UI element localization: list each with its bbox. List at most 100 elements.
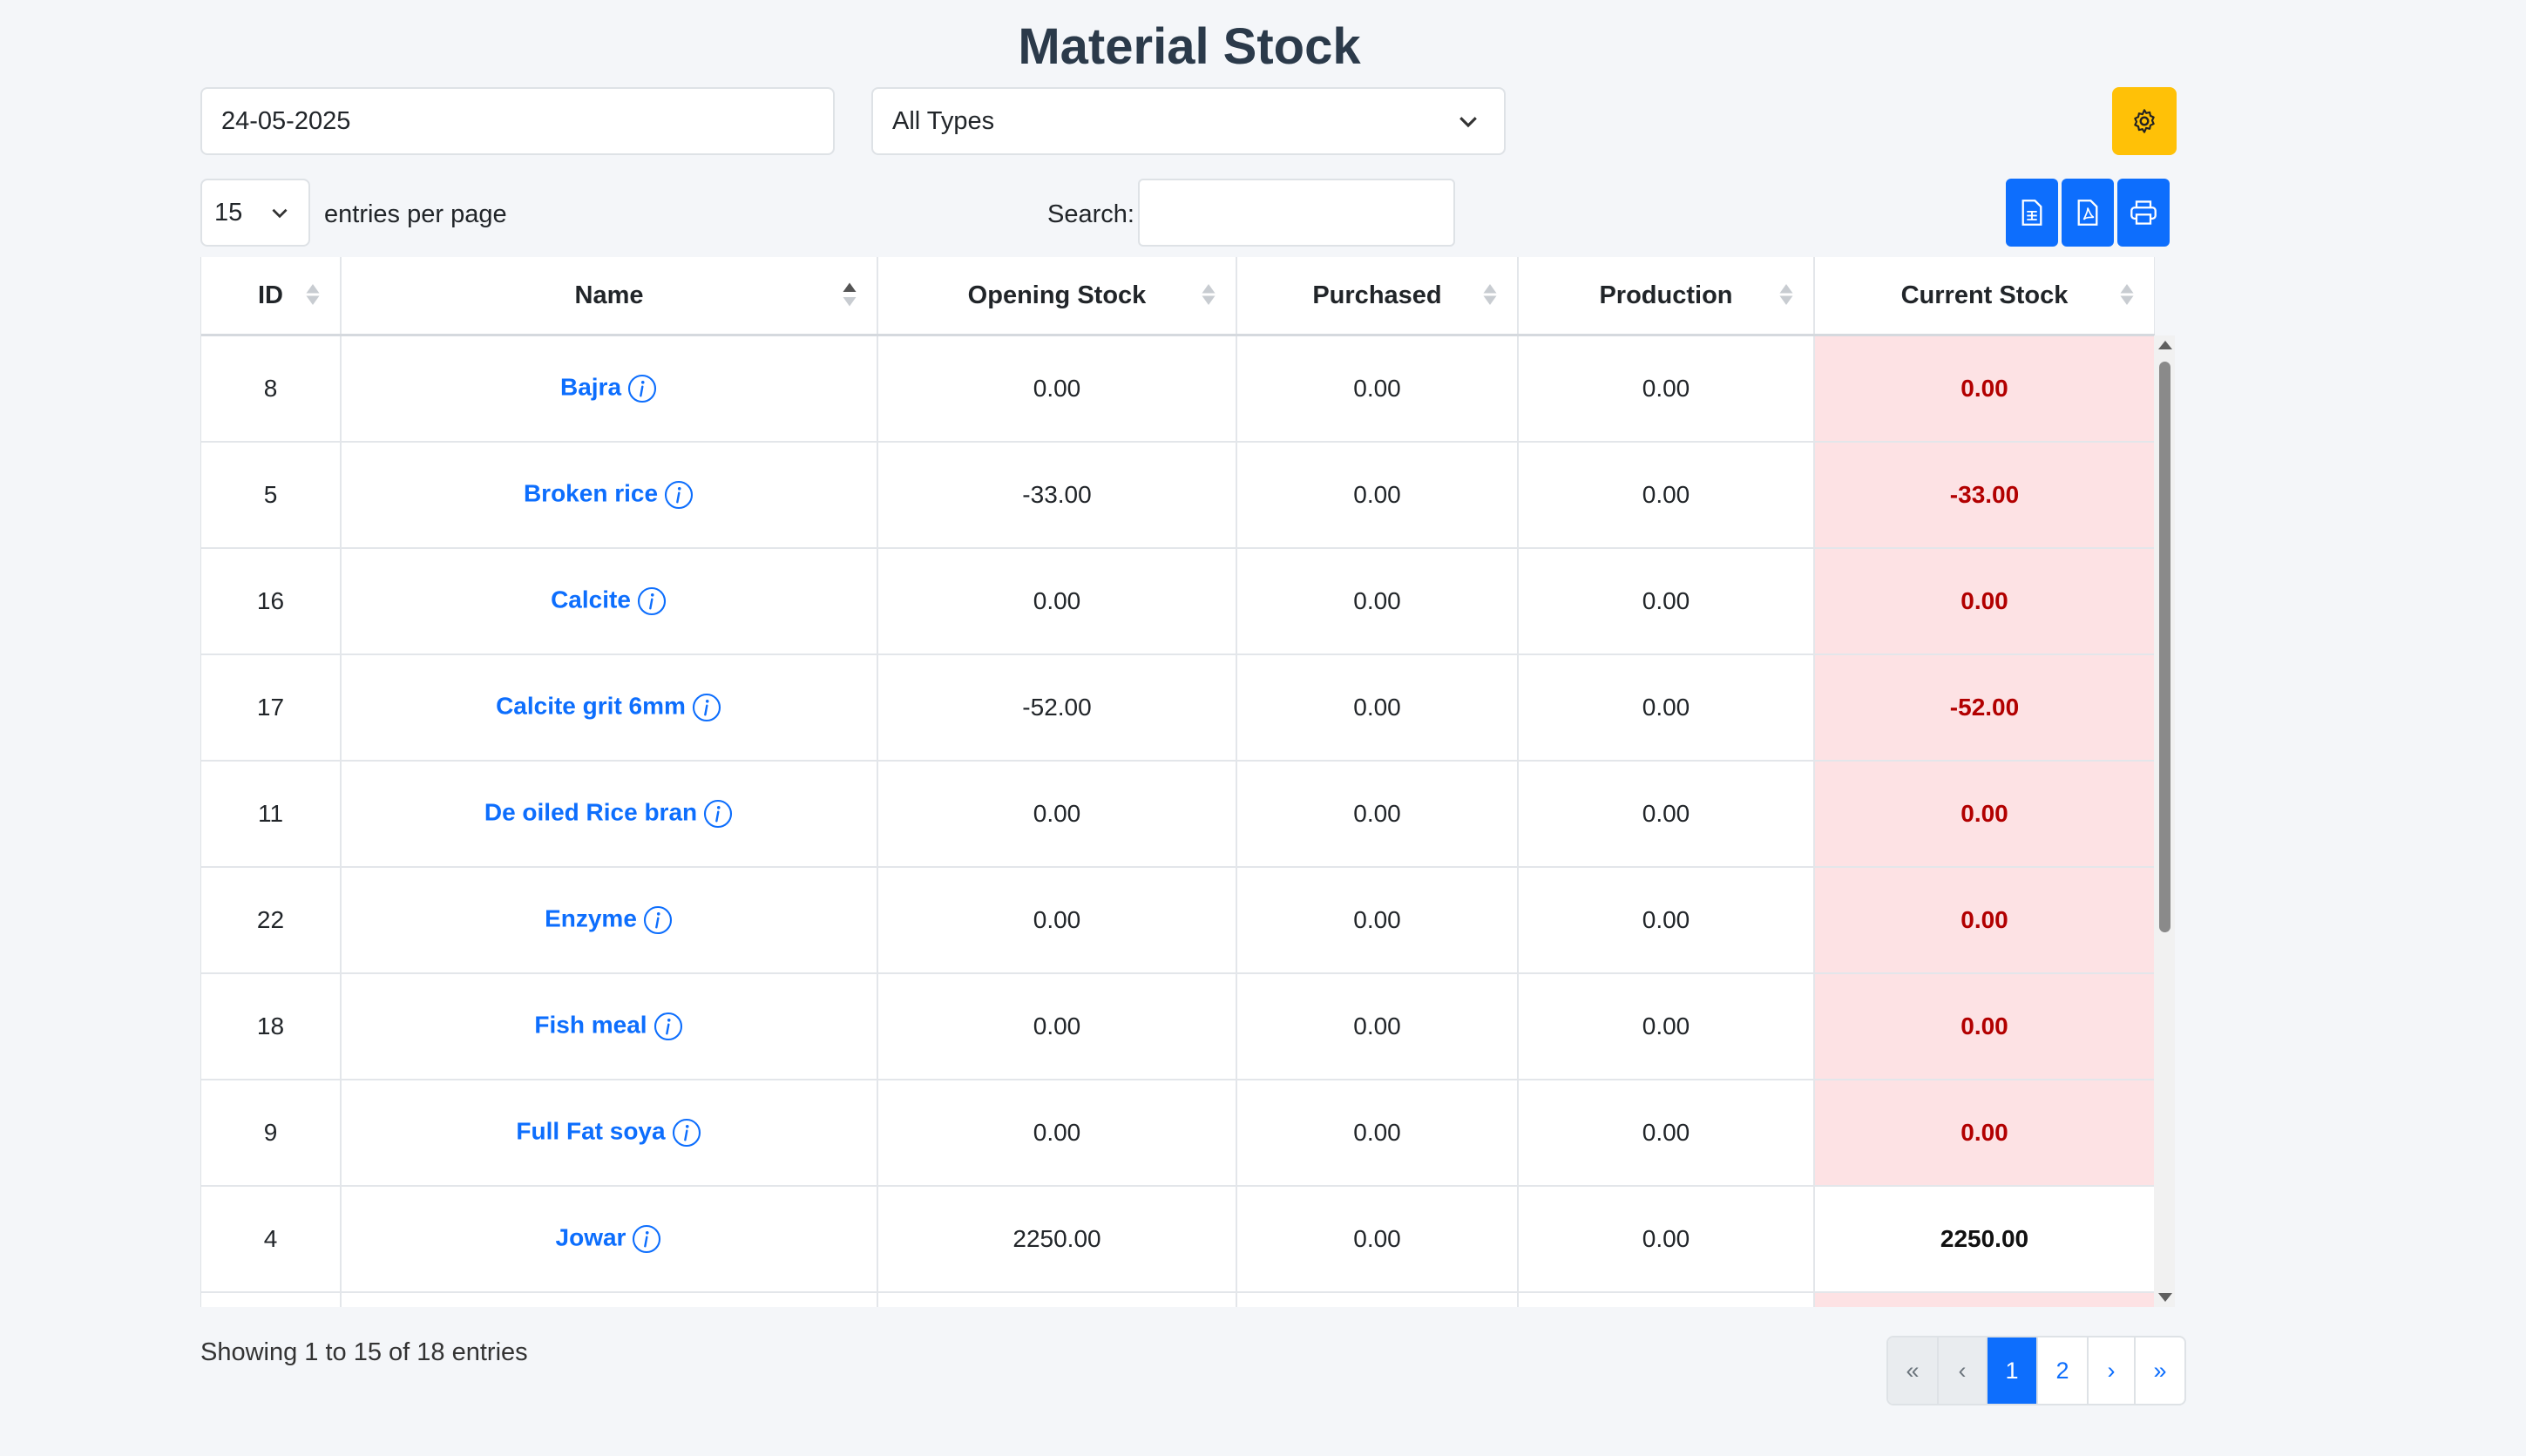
table-row: 22 Enzyme 0.00 0.00 0.00 0.00 [201,867,2155,974]
material-name-link[interactable]: Bajra [559,373,622,401]
info-icon[interactable] [663,479,694,511]
table-row: 9 Full Fat soya 0.00 0.00 0.00 0.00 [201,1080,2155,1187]
previous-page-button[interactable]: ‹ [1939,1337,1988,1404]
cell-name: Full Fat soya [341,1080,878,1187]
last-page-button[interactable]: » [2153,1357,2167,1384]
column-header-name[interactable]: Name [341,257,878,336]
cell-id: 16 [201,548,342,655]
cell-current-stock: 0.00 [1814,548,2155,655]
sort-ascending-icon [843,282,857,307]
table-scrollbar[interactable] [2154,335,2175,1307]
cell-id: 18 [201,973,342,1080]
info-icon[interactable] [636,586,667,617]
info-icon[interactable] [642,904,674,936]
cell-id: 4 [201,1186,342,1293]
table-info-text: Showing 1 to 15 of 18 entries [200,1338,528,1366]
info-icon[interactable] [691,692,722,723]
scrollbar-thumb[interactable] [2159,362,2170,932]
pdf-export-button[interactable] [2062,179,2114,247]
next-page-button[interactable]: › [2089,1337,2136,1404]
material-name-link[interactable]: Calcite [551,586,631,613]
column-header-current-stock[interactable]: Current Stock [1814,257,2155,336]
cell-id: 11 [201,761,342,868]
cell-purchased: 0.00 [1236,867,1519,974]
gear-icon [2134,109,2155,133]
material-name-link[interactable]: Enzyme [545,904,637,932]
cell-opening-stock: 0.00 [877,761,1237,868]
stock-table-container[interactable]: ID Name Opening Stock Purchased Producti… [200,257,2155,1307]
column-header-opening-stock[interactable]: Opening Stock [877,257,1237,336]
cell-purchased: 0.00 [1236,548,1519,655]
table-header-row: ID Name Opening Stock Purchased Producti… [201,257,2155,336]
printer-icon [2130,200,2157,225]
settings-button[interactable] [2112,87,2177,155]
chevron-down-icon [272,208,288,219]
pdf-file-icon [2077,200,2098,226]
cell-production: 0.00 [1518,973,1815,1080]
cell-purchased: 0.00 [1236,1186,1519,1293]
table-row: 4 Jowar 2250.00 0.00 0.00 2250.00 [201,1186,2155,1293]
material-name-link[interactable]: Broken rice [523,479,659,507]
table-row: 18 Fish meal 0.00 0.00 0.00 0.00 [201,973,2155,1080]
sort-icon [2120,284,2134,305]
type-select[interactable]: All Types [871,87,1506,155]
first-page-button[interactable]: « [1888,1337,1939,1404]
entries-per-page-select[interactable]: 15 [200,179,310,247]
cell-current-stock: 0.00 [1814,1080,2155,1187]
cell-id: 22 [201,867,342,974]
page-title: Material Stock [1018,18,1361,75]
table-row: 8 Bajra 0.00 0.00 0.00 0.00 [201,335,2155,443]
material-name-link[interactable]: Full Fat soya [516,1117,666,1145]
info-icon[interactable] [653,1011,684,1042]
scroll-down-arrow-icon[interactable] [2158,1293,2172,1302]
table-row-partial [201,1292,2155,1307]
search-label: Search: [1047,200,1134,228]
cell-purchased: 0.00 [1236,1080,1519,1187]
cell-opening-stock: 0.00 [877,973,1237,1080]
cell-name: Calcite [341,548,878,655]
cell-current-stock: 0.00 [1814,973,2155,1080]
table-row: 11 De oiled Rice bran 0.00 0.00 0.00 0.00 [201,761,2155,868]
material-name-link[interactable]: Jowar [555,1223,626,1251]
date-input[interactable]: 24-05-2025 [200,87,835,155]
excel-export-button[interactable] [2006,179,2058,247]
column-header-id[interactable]: ID [201,257,342,336]
column-header-production[interactable]: Production [1518,257,1815,336]
type-select-value: All Types [892,106,995,135]
search-input[interactable] [1138,179,1455,247]
cell-purchased: 0.00 [1236,654,1519,762]
material-name-link[interactable]: Calcite grit 6mm [496,692,686,720]
cell-production: 0.00 [1518,761,1815,868]
cell-current-stock: 2250.00 [1814,1186,2155,1293]
cell-current-stock: 0.00 [1814,761,2155,868]
cell-production: 0.00 [1518,442,1815,549]
material-name-link[interactable]: Fish meal [534,1011,647,1039]
cell-opening-stock: -52.00 [877,654,1237,762]
page-1-button[interactable]: 1 [1988,1337,2038,1404]
cell-production: 0.00 [1518,867,1815,974]
column-header-purchased[interactable]: Purchased [1236,257,1519,336]
excel-file-icon [2021,200,2042,226]
info-icon[interactable] [671,1117,702,1148]
sort-icon [1779,284,1793,305]
scroll-up-arrow-icon[interactable] [2158,341,2172,349]
cell-id: 5 [201,442,342,549]
cell-name: Fish meal [341,973,878,1080]
chevron-down-icon [1459,117,1477,128]
entries-per-page-label: entries per page [324,200,507,228]
cell-name: Broken rice [341,442,878,549]
cell-opening-stock: 0.00 [877,548,1237,655]
cell-purchased: 0.00 [1236,973,1519,1080]
print-button[interactable] [2117,179,2170,247]
info-icon[interactable] [631,1223,662,1255]
pagination: « ‹ 1 2 › » [1886,1336,2186,1405]
cell-current-stock: 0.00 [1814,867,2155,974]
material-name-link[interactable]: De oiled Rice bran [484,798,698,826]
cell-production: 0.00 [1518,1186,1815,1293]
cell-opening-stock: -33.00 [877,442,1237,549]
cell-opening-stock: 0.00 [877,335,1237,443]
page-2-button[interactable]: 2 [2038,1337,2089,1404]
info-icon[interactable] [702,798,734,830]
cell-name: Calcite grit 6mm [341,654,878,762]
info-icon[interactable] [626,373,658,404]
